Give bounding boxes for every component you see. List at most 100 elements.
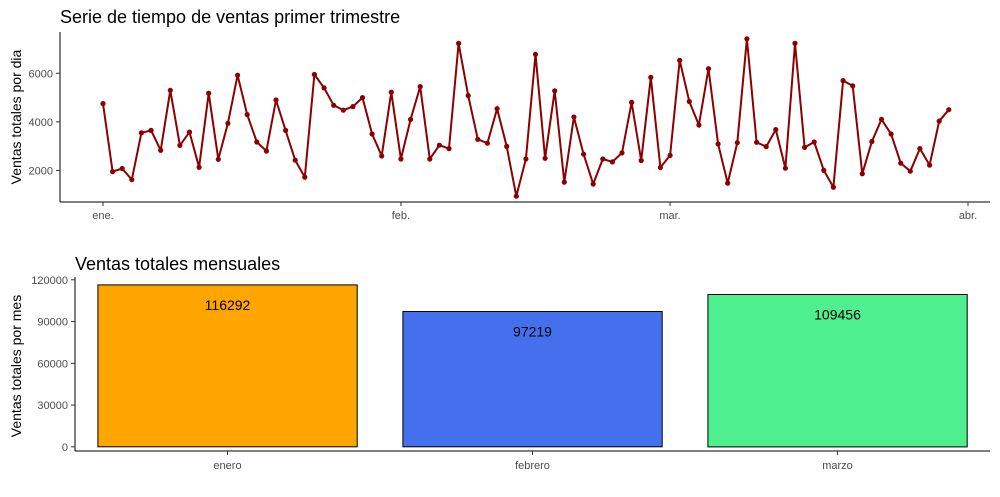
line-data-point — [552, 88, 558, 94]
line-data-point — [609, 159, 616, 165]
line-data-point — [292, 157, 298, 163]
line-data-point — [244, 112, 250, 118]
bar-y-tick-label: 30000 — [37, 400, 68, 412]
line-data-point — [907, 168, 913, 174]
line-data-point — [667, 152, 673, 158]
bar-value-label: 116292 — [205, 297, 251, 313]
line-data-point — [484, 140, 490, 146]
line-data-point — [715, 141, 721, 147]
line-y-tick-label: 2000 — [29, 165, 53, 177]
line-data-point — [379, 153, 385, 159]
line-data-point — [302, 174, 308, 180]
bar-chart: Ventas totales mensuales Ventas totales … — [8, 254, 990, 472]
line-x-tick-label: mar. — [659, 210, 680, 222]
line-data-point — [830, 184, 837, 190]
line-data-point — [773, 127, 779, 133]
line-data-point — [734, 140, 740, 146]
line-data-point — [821, 167, 827, 173]
line-data-point — [840, 78, 846, 84]
line-data-point — [494, 106, 500, 112]
line-data-point — [927, 162, 933, 168]
line-data-point — [869, 138, 875, 145]
line-x-tick-label: feb. — [392, 210, 410, 222]
line-data-point — [100, 101, 106, 107]
line-y-tick-label: 4000 — [29, 117, 53, 129]
line-data-point — [417, 84, 423, 90]
line-data-point — [936, 118, 942, 124]
line-data-point — [369, 131, 375, 137]
line-data-point — [561, 179, 567, 185]
bar-marzo — [707, 294, 968, 448]
line-data-point — [225, 120, 231, 126]
line-data-point — [859, 171, 865, 177]
bar-febrero — [402, 311, 663, 448]
line-data-point — [456, 40, 462, 47]
line-x-tick-label: abr. — [959, 210, 977, 222]
line-data-point — [340, 107, 346, 113]
line-data-point — [110, 169, 116, 175]
line-data-point — [946, 107, 952, 113]
line-data-point — [677, 57, 683, 64]
line-data-point — [619, 150, 625, 156]
line-data-point — [523, 156, 529, 162]
line-data-point — [263, 148, 269, 154]
line-data-point — [581, 151, 587, 157]
line-data-point — [802, 144, 808, 150]
line-data-point — [148, 127, 154, 133]
line-data-point — [792, 40, 798, 47]
line-chart-y-ticks: 2000 4000 6000 — [29, 68, 60, 177]
bar-chart-y-ticks: 0 30000 60000 90000 120000 — [31, 275, 75, 454]
line-data-point — [686, 98, 692, 105]
bar-value-label: 97219 — [513, 323, 552, 339]
line-data-point — [754, 139, 760, 145]
line-data-point — [600, 156, 606, 162]
line-data-point — [811, 139, 817, 145]
line-data-point — [167, 87, 173, 93]
line-data-point — [629, 99, 635, 105]
bar-x-tick-label: marzo — [822, 460, 853, 472]
line-data-point — [725, 180, 731, 186]
line-data-point — [196, 164, 202, 170]
line-data-point — [436, 142, 442, 148]
bar-enero — [97, 284, 358, 448]
bar-value-label: 109456 — [814, 306, 861, 322]
line-data-point — [215, 156, 221, 162]
line-data-point — [283, 127, 289, 133]
line-data-point — [311, 71, 317, 78]
bar-y-tick-label: 60000 — [37, 358, 68, 370]
line-data-point — [388, 89, 394, 95]
line-data-point — [465, 93, 471, 99]
line-data-point — [590, 181, 596, 187]
line-data-point — [427, 156, 433, 162]
line-data-point — [638, 157, 644, 164]
bar-y-tick-label: 120000 — [31, 275, 68, 287]
line-data-point — [408, 116, 414, 122]
line-data-point — [321, 85, 327, 91]
line-data-point — [782, 165, 789, 171]
bar-y-tick-label: 0 — [62, 442, 68, 454]
line-data-point — [763, 144, 769, 150]
line-data-point — [158, 147, 164, 153]
line-chart-title: Serie de tiempo de ventas primer trimest… — [60, 7, 400, 27]
line-data-point — [177, 142, 183, 148]
bar-x-tick-label: febrero — [515, 460, 550, 472]
line-data-point — [504, 143, 510, 149]
line-data-point — [350, 104, 356, 110]
line-data-point — [446, 146, 452, 152]
bar-chart-y-axis-label: Ventas totales por mes — [8, 295, 24, 437]
line-data-point — [331, 102, 337, 108]
line-data-point — [571, 114, 577, 120]
line-data-point — [532, 51, 539, 57]
line-data-point — [744, 36, 750, 42]
line-data-point — [888, 131, 894, 137]
line-data-point — [359, 95, 366, 101]
line-data-point — [398, 156, 404, 162]
line-data-point — [206, 90, 212, 96]
bar-x-tick-label: enero — [213, 460, 241, 472]
line-chart-y-axis-label: Ventas totales por dia — [8, 49, 24, 184]
bar-chart-bars: 116292 97219 109456 — [97, 284, 968, 448]
bar-y-tick-label: 90000 — [37, 317, 68, 329]
bar-chart-x-ticks: enero febrero marzo — [213, 451, 853, 472]
line-data-point — [119, 165, 125, 172]
